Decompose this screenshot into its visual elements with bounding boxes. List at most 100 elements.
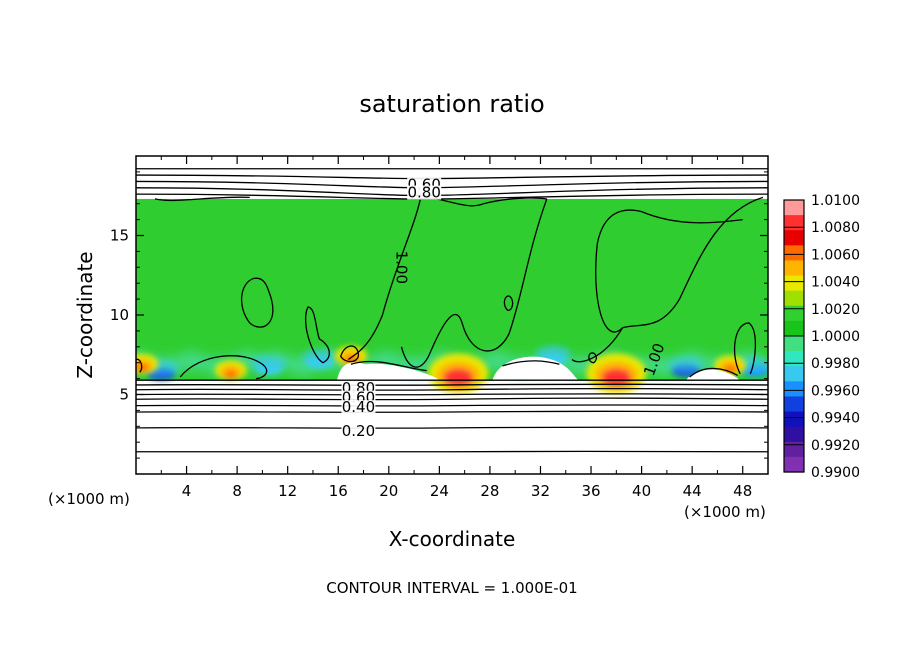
colorbar-swatch (784, 230, 804, 246)
contour-label: 1.00 (392, 251, 410, 284)
contour-line-lower (136, 383, 768, 386)
contour-line-1-00 (241, 277, 274, 328)
x-tick-label: 40 (632, 482, 651, 500)
colorbar-swatch (784, 441, 804, 458)
contour-interval-note: CONTOUR INTERVAL = 1.000E-01 (326, 579, 577, 597)
contour-line-1-00 (400, 198, 548, 368)
warm-layer-red (136, 363, 149, 372)
contour-label: 0.40 (342, 398, 375, 416)
colorbar-label: 0.9940 (811, 411, 860, 427)
cyan-patch (175, 352, 208, 371)
x-axis-label: X-coordinate (389, 527, 516, 551)
contour-line-gap (350, 360, 427, 372)
contour-line-1-00 (179, 355, 268, 380)
x-unit-right: (×1000 m) (684, 503, 766, 521)
contour-label: 0.20 (342, 422, 375, 440)
colorbar-swatch (784, 290, 804, 307)
colorbar-swatch (784, 260, 804, 277)
colorbar: 1.0100 1.0080 1.0060 1.0040 1.0020 1.0000 0.99… (783, 193, 860, 481)
warm-spot (586, 353, 647, 394)
x-tick-label: 4 (182, 482, 192, 500)
contour-label-bg (407, 185, 442, 200)
warm-spot (428, 353, 489, 394)
moist-layer-field (136, 198, 768, 394)
contour-line-gap (689, 367, 738, 378)
contour-line-1-00 (347, 198, 422, 361)
x-unit-left: (×1000 m) (48, 490, 130, 508)
plot-area (136, 156, 768, 474)
colorbar-label: 0.9920 (811, 438, 860, 454)
colorbar-swatch (784, 215, 804, 231)
contour-label: 0.80 (407, 184, 440, 202)
colorbar-label: 1.0100 (811, 193, 860, 209)
colorbar-swatch (784, 245, 804, 262)
x-tick-label: 12 (278, 482, 297, 500)
contour-line-1-00 (304, 306, 330, 364)
cool-spot-halo (667, 356, 704, 373)
colorbar-swatch (784, 351, 804, 367)
contour-line-1-00 (595, 209, 743, 333)
colorbar-swatch (784, 396, 804, 413)
colorbar-swatch (784, 305, 804, 322)
colorbar-swatch (784, 366, 804, 382)
contour-line-lower (136, 426, 768, 429)
x-tick-label: 48 (733, 482, 752, 500)
contour-line-1-00 (733, 322, 757, 375)
colorbar-label: 0.9980 (811, 356, 860, 372)
colorbar-label: 1.0000 (811, 329, 860, 345)
warm-spot (136, 353, 159, 374)
contour-labels: 0.600.801.001.000.800.600.400.20 (341, 176, 668, 440)
colorbar-label: 1.0080 (811, 220, 860, 236)
colorbar-label: 1.0040 (811, 275, 860, 291)
contour-line-1-00 (340, 345, 360, 363)
y-tick-label: 10 (110, 306, 129, 324)
contour-line-lower (136, 397, 768, 401)
contour-line-lower (136, 410, 768, 413)
colorbar-swatch (784, 200, 804, 216)
colorbar-swatch (784, 336, 804, 352)
contour-line-1-00 (154, 196, 250, 202)
cool-spot-halo (250, 355, 287, 372)
x-tick-label: 24 (430, 482, 449, 500)
contour-line-1-00 (571, 327, 624, 363)
x-tick-label: 16 (329, 482, 348, 500)
y-tick-label: 15 (110, 227, 129, 245)
cool-spot-halo (535, 345, 572, 362)
x-tick-label: 36 (581, 482, 600, 500)
warm-layer-red (601, 368, 632, 387)
warm-layer-red (443, 368, 474, 387)
x-tick-label: 20 (379, 482, 398, 500)
warm-layer-red (724, 365, 737, 374)
warm-spots (136, 345, 747, 394)
chart-title: saturation ratio (359, 90, 544, 118)
contour-line-1-00 (136, 358, 143, 373)
colorbar-label: 0.9960 (811, 383, 860, 399)
contour-line-lower (136, 387, 768, 391)
y-axis-label: Z-coordinate (73, 251, 97, 378)
y-tick-label: 5 (119, 386, 129, 404)
colorbar-swatch (784, 426, 804, 443)
colorbar-swatch (784, 411, 804, 428)
x-axis: 4 8 12 16 20 24 28 32 36 40 44 48 (160, 156, 752, 500)
contour-line-gap (502, 360, 560, 367)
x-tick-label: 32 (531, 482, 550, 500)
x-tick-label: 44 (683, 482, 702, 500)
contour-label-bg (341, 400, 376, 415)
y-axis: 5 10 15 (110, 171, 768, 459)
warm-spot (214, 360, 247, 381)
warm-layer-red (224, 370, 237, 379)
colorbar-swatch (784, 275, 804, 292)
gap-region (685, 369, 741, 381)
contour-line-lower (136, 450, 768, 453)
x-tick-label: 8 (232, 482, 242, 500)
contour-line-lower (136, 404, 768, 407)
gap-region (336, 362, 440, 381)
colorbar-label: 1.0060 (811, 247, 860, 263)
x-tick-label: 28 (480, 482, 499, 500)
moist-layer (136, 198, 768, 381)
colorbar-swatch (784, 320, 804, 337)
contour-line-1-00 (622, 196, 764, 329)
cool-spot-halo (301, 348, 338, 365)
colorbar-label: 0.9900 (811, 465, 860, 481)
colorbar-swatch (784, 456, 804, 473)
